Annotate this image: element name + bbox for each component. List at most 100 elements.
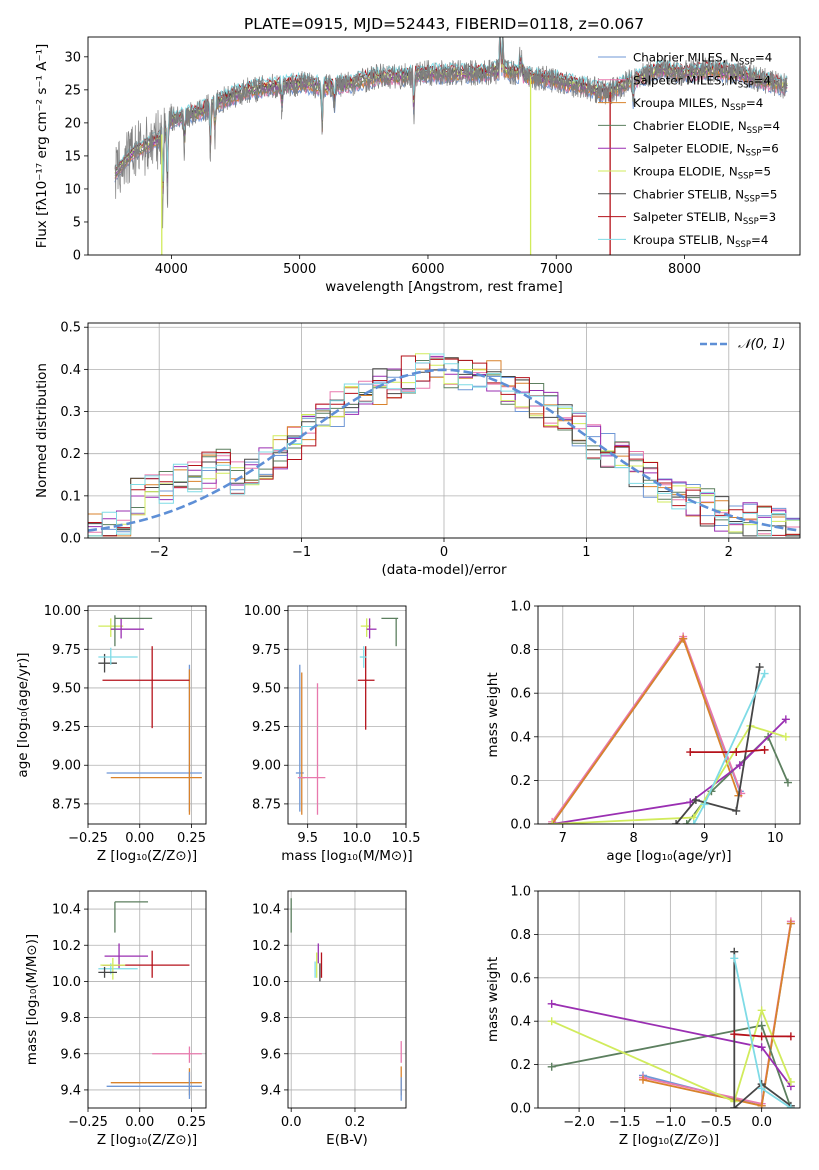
mass-weight-marker [781, 715, 790, 724]
y-tick-label: 1.0 [510, 885, 531, 900]
mass-weight-marker [547, 999, 556, 1008]
y-axis-label: mass [log₁₀(M/M⊙)] [24, 934, 40, 1065]
y-tick-label: 0.2 [510, 774, 531, 789]
model-spectrum-line [114, 37, 788, 182]
x-tick-label: 0.00 [125, 831, 154, 846]
y-tick-label: 9.6 [60, 1047, 81, 1062]
legend-entry: Salpeter STELIB, NSSP=3 [633, 210, 776, 227]
mass-weight-marker [689, 820, 698, 824]
x-tick-label: −2 [150, 545, 169, 560]
x-tick-label: 9.5 [297, 831, 318, 846]
mass-weight-marker [730, 1104, 739, 1108]
y-tick-label: 10.0 [52, 975, 81, 990]
chart-residuals: −2 −1 0 1 2 0.0 0.1 0.2 0.3 0.4 0.5 (data-model)/er… [34, 321, 801, 578]
plot-area [98, 901, 202, 1099]
y-tick-label: 20 [64, 116, 81, 131]
y-tick-label: 9.4 [60, 1083, 81, 1098]
x-tick-label: −1.5 [609, 1115, 641, 1130]
x-tick-label: 5000 [283, 262, 316, 277]
mass-weight-marker [735, 761, 744, 770]
legend-entry: Chabrier STELIB, NSSP=5 [633, 187, 777, 204]
y-tick-label: 30 [64, 50, 81, 65]
x-axis-label: Z [log₁₀(Z/Z⊙)] [619, 1132, 719, 1148]
y-tick-label: 9.8 [60, 1011, 81, 1026]
x-tick-label: 0.2 [345, 1115, 366, 1130]
y-tick-label: 9.75 [52, 643, 81, 658]
axes-frame [287, 890, 407, 1109]
x-tick-label: 6000 [411, 262, 444, 277]
mass-weight-marker [755, 663, 764, 672]
x-axis-label: mass [log₁₀(M/M⊙)] [281, 848, 412, 864]
y-axis-label: mass weight [485, 957, 501, 1042]
mass-weight-marker [672, 820, 681, 824]
y-tick-label: 0.4 [510, 730, 531, 745]
mass-weight-marker [686, 748, 695, 757]
axes-frame [87, 322, 801, 539]
mass-weight-marker [786, 1077, 795, 1086]
y-axis-label: Normed distribution [34, 363, 50, 498]
legend: Chabrier MILES, NSSP=4 Salpeter MILES, NS… [598, 51, 780, 250]
chart-title: PLATE=0915, MJD=52443, FIBERID=0118, z=0… [244, 15, 644, 33]
y-tick-label: 5 [73, 215, 81, 230]
x-tick-label: 8 [629, 831, 637, 846]
legend-entry: Chabrier MILES, NSSP=4 [633, 51, 772, 68]
x-tick-label: 0.0 [281, 1115, 302, 1130]
x-tick-label: 1 [582, 545, 590, 560]
x-tick-label: −2.0 [563, 1115, 595, 1130]
y-axis-label: mass weight [485, 672, 501, 757]
chart-mass-weight-vs-Z: −2.0 −1.5 −1.0 −0.5 0.0 0.0 0.2 0.4 0.6 0.8 1.0 Z [… [485, 885, 801, 1148]
y-tick-label: 0.3 [60, 405, 81, 420]
x-tick-label: 7 [559, 831, 567, 846]
x-tick-label: 4000 [155, 262, 188, 277]
y-tick-label: 10.00 [244, 604, 281, 619]
mass-weight-marker [730, 954, 739, 963]
mass-weight-marker [760, 745, 769, 754]
y-tick-label: 0.4 [60, 363, 81, 378]
mass-weight-marker [691, 796, 700, 805]
y-tick-label: 0.6 [510, 687, 531, 702]
x-tick-label: 7000 [540, 262, 573, 277]
plot-area [114, 37, 788, 255]
mass-weight-marker [786, 919, 795, 928]
x-tick-label: −0.5 [700, 1115, 732, 1130]
y-axis-label: age [log₁₀(age/yr)] [15, 652, 31, 777]
legend-entry: Chabrier ELODIE, NSSP=4 [633, 119, 780, 136]
mass-weight-marker [757, 1043, 766, 1052]
x-axis-label: Z [log₁₀(Z/Z⊙)] [97, 848, 197, 864]
residual-histogram [88, 353, 800, 537]
mass-weight-line [642, 923, 792, 1107]
y-tick-label: 0 [73, 249, 81, 264]
y-tick-label: 0.6 [510, 971, 531, 986]
mass-weight-marker [781, 732, 790, 741]
mass-weight-marker [547, 1062, 556, 1071]
mass-weight-marker [732, 806, 741, 815]
y-tick-label: 9.00 [252, 759, 281, 774]
y-tick-label: 8.75 [52, 797, 81, 812]
mass-weight-marker [760, 669, 769, 678]
mass-weight-line [552, 724, 787, 824]
legend-entry: Salpeter MILES, NSSP=4 [633, 73, 771, 90]
y-tick-label: 15 [64, 149, 81, 164]
y-tick-label: 0.5 [60, 321, 81, 336]
legend-entry: 𝒩(0, 1) [738, 337, 785, 352]
y-tick-label: 0.2 [510, 1058, 531, 1073]
axes-frame [87, 605, 207, 825]
mass-weight-line [642, 923, 792, 1107]
x-axis-label: (data-model)/error [381, 562, 507, 578]
mass-weight-line [551, 1007, 792, 1103]
y-tick-label: 0.0 [510, 818, 531, 833]
y-tick-label: 1.0 [510, 600, 531, 615]
chart-spectrum: 4000 5000 6000 7000 8000 0 5 10 15 20 25 30 PLATE=09… [34, 15, 801, 295]
residual-histogram [88, 353, 800, 537]
mass-weight-marker [732, 748, 741, 757]
y-tick-label: 10.2 [52, 939, 81, 954]
axes-frame [537, 605, 801, 825]
y-tick-label: 9.6 [260, 1047, 281, 1062]
mass-weight-line [675, 666, 761, 824]
y-tick-label: 9.4 [260, 1083, 281, 1098]
mass-weight-line [551, 634, 743, 823]
chart-mass-weight-vs-age: 7 8 9 10 0.0 0.2 0.4 0.6 0.8 1.0 age [log₁₀(age/yr… [485, 600, 801, 864]
y-tick-label: 0.0 [60, 532, 81, 547]
y-tick-label: 0.8 [510, 643, 531, 658]
